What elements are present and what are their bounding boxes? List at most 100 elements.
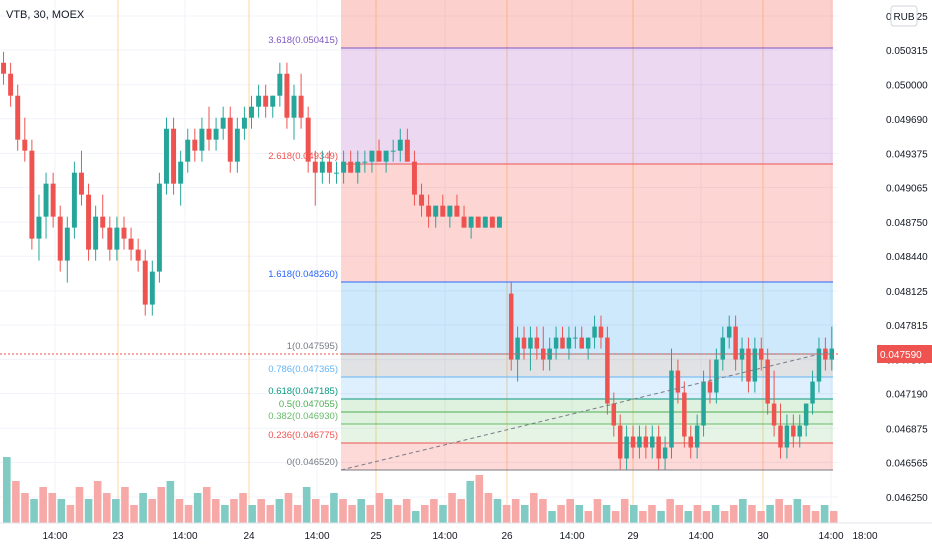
time-axis[interactable]: 14:00 23 14:00 24 14:00 25 14:00 26 14:00 29 14:00…	[0, 522, 932, 550]
time-tick-label: 26	[501, 531, 513, 542]
candle-body	[390, 150, 396, 152]
candle-body	[29, 150, 35, 239]
volume-bar	[148, 499, 156, 523]
candle-body	[454, 205, 460, 217]
fibonacci-levels: 3.618(0.050415) 2.618(0.049349) 1.618(0.04…	[268, 0, 833, 471]
fib-label: 3.618(0.050415)	[268, 35, 338, 46]
volume-bar	[711, 505, 720, 523]
candle-body	[277, 73, 283, 96]
candle-body	[263, 95, 269, 107]
volume-bar	[384, 499, 393, 523]
volume-bar	[166, 481, 175, 523]
fib-zone	[341, 164, 833, 282]
volume-bar	[202, 487, 211, 523]
candle-body	[100, 216, 106, 228]
candle-body	[534, 337, 540, 349]
candle-body	[50, 183, 56, 217]
volume-bar	[557, 505, 565, 523]
volume-bar	[321, 505, 329, 523]
volume-bar	[657, 511, 665, 523]
volume-bar	[3, 457, 11, 523]
candle-body	[305, 117, 311, 162]
candle-body	[164, 128, 169, 184]
fib-label: 0.618(0.047185)	[268, 386, 338, 397]
candle-body	[178, 161, 184, 184]
time-tick-label: 14:00	[559, 531, 584, 542]
currency-button-bg[interactable]	[890, 5, 918, 27]
volume-bar	[593, 499, 602, 523]
candle-body	[752, 348, 758, 382]
candle-body	[482, 216, 488, 228]
currency-label[interactable]: RUB	[893, 12, 914, 23]
volume-bar	[93, 481, 102, 523]
volume-bar	[139, 493, 147, 523]
candle-body	[93, 216, 99, 250]
volume-bar	[311, 499, 320, 523]
candle-body	[284, 73, 290, 118]
time-tick-label: 14:00	[818, 531, 843, 542]
price-tick-label: 0.049375	[886, 149, 928, 160]
candle-body	[440, 205, 446, 217]
volume-bar	[539, 499, 547, 523]
volume-bar	[766, 505, 774, 523]
price-tick-label: 0.050000	[886, 81, 928, 92]
candle-body	[714, 359, 719, 393]
volume-bar	[193, 493, 202, 523]
candle-body	[694, 425, 700, 448]
volume-bar	[330, 493, 338, 523]
candle-body	[701, 381, 706, 426]
fib-zone	[341, 412, 833, 424]
candle-body	[489, 216, 495, 228]
candle-body	[566, 337, 572, 349]
candle-body	[270, 95, 276, 107]
volume-bar	[402, 499, 411, 523]
price-axis[interactable]: 0.0506250.0503150.0500000.0496900.049375…	[838, 0, 932, 550]
time-tick-label: 14:00	[172, 531, 197, 542]
volume-bar	[293, 505, 302, 523]
volume-bar	[811, 511, 820, 523]
candle-body	[142, 260, 148, 305]
volume-bar	[257, 499, 266, 523]
candle-body	[376, 150, 382, 162]
volume-bar	[520, 505, 529, 523]
time-tick-label: 14:00	[304, 531, 329, 542]
price-tick-label: 0.046565	[886, 458, 928, 469]
volume-bar	[121, 487, 129, 523]
candle-body	[682, 392, 687, 437]
volume-bar	[530, 493, 538, 523]
candle-body	[496, 216, 502, 228]
candle-body	[256, 95, 262, 107]
candle-body	[791, 425, 796, 437]
price-tick-label: 0.046250	[886, 493, 928, 504]
candle-body	[784, 425, 790, 448]
candle-body	[656, 436, 661, 459]
volume-bar	[275, 499, 284, 523]
volume-bar	[393, 505, 402, 523]
volume-bar	[666, 499, 674, 523]
candle-body	[797, 425, 802, 437]
price-tick-label: 0.048125	[886, 287, 928, 298]
volume-bar	[12, 481, 20, 523]
volume-bar	[648, 505, 656, 523]
volume-bar	[784, 505, 793, 523]
volume-bar	[602, 505, 611, 523]
candle-body	[553, 337, 559, 349]
volume-bar	[439, 505, 447, 523]
volume-bar	[212, 499, 220, 523]
volume-bar	[739, 499, 747, 523]
fib-label: 0.786(0.047365)	[268, 364, 338, 375]
candle-body	[249, 106, 254, 118]
volume-bar	[802, 505, 811, 523]
candle-body	[447, 205, 453, 217]
candle-body	[419, 194, 425, 206]
candle-body	[688, 436, 693, 448]
time-tick-label: 30	[757, 531, 769, 542]
volume-bar	[793, 499, 802, 523]
candle-body	[598, 326, 604, 338]
volume-bar	[39, 487, 47, 523]
currency-button[interactable]: RUB	[890, 5, 918, 27]
candle-body	[637, 436, 642, 448]
candle-body	[579, 337, 584, 349]
price-tick-label: 0.048750	[886, 218, 928, 229]
volume-bar	[566, 499, 574, 523]
